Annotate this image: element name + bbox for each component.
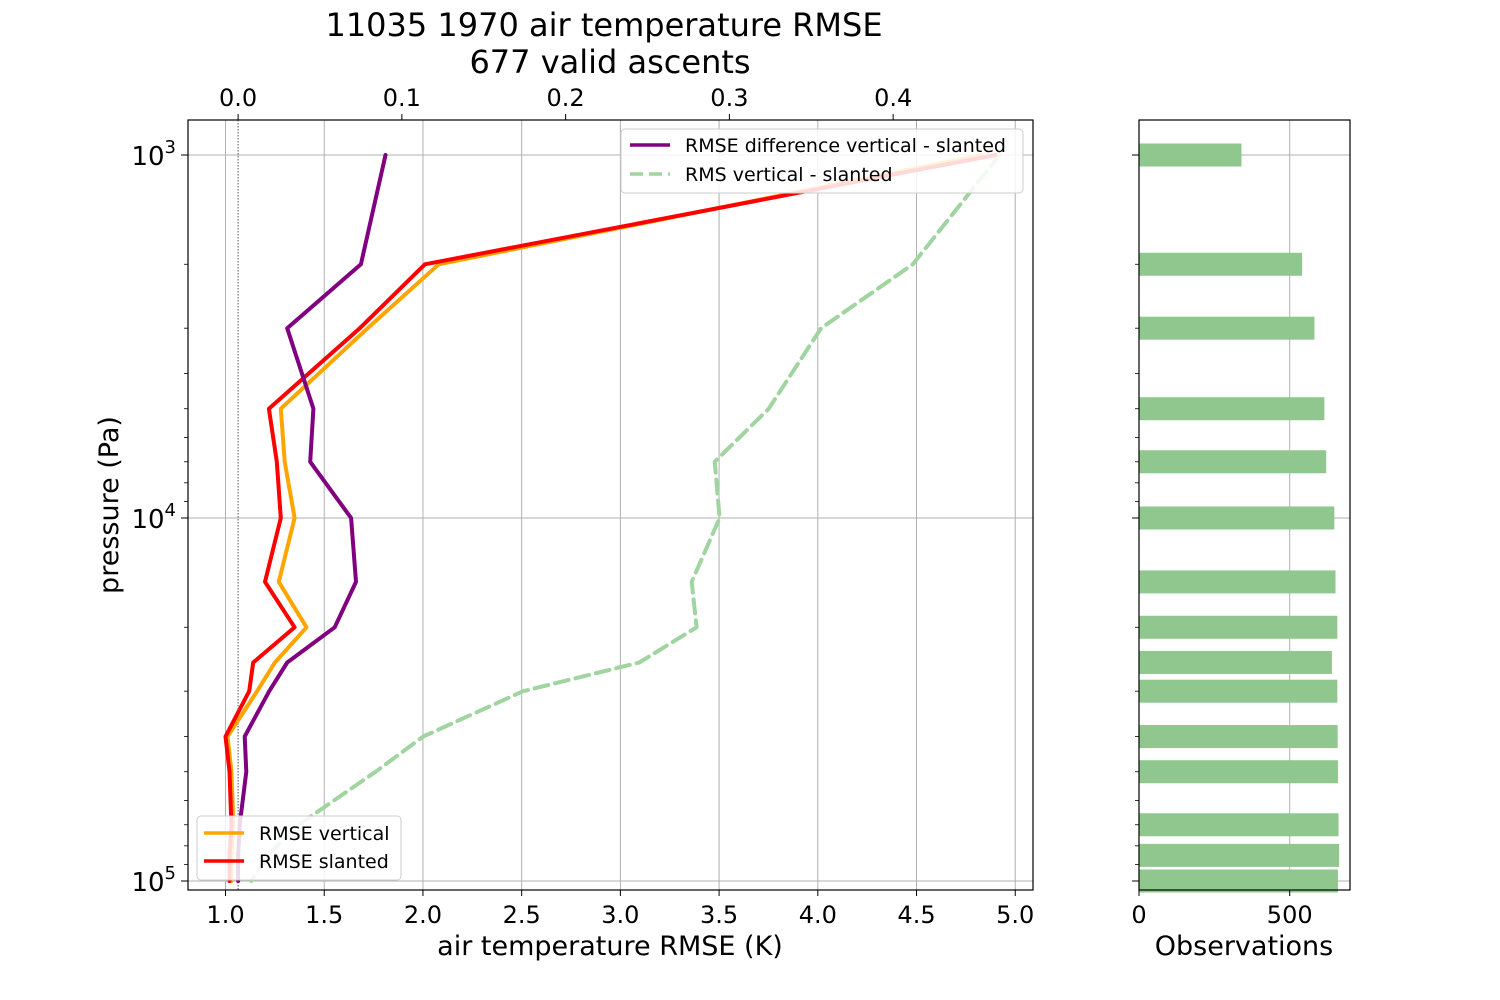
legend-label-vertical: RMSE vertical [259,823,390,845]
x-tick-label: 3.5 [700,901,738,929]
observation-bar [1139,450,1327,474]
observation-bar [1139,397,1325,421]
x-tick-label: 4.0 [799,901,837,929]
legend-lower-left: RMSE vertical RMSE slanted [196,815,402,881]
observations-plot: 0 500 Observations [1131,119,1351,962]
y-tick-label: 103 [131,137,176,172]
x-tick-label: 5.0 [996,901,1034,929]
top-x-tick-label: 0.1 [383,84,421,112]
observation-bar [1139,813,1339,837]
legend-label-slanted: RMSE slanted [259,851,389,873]
legend-upper-right: RMSE difference vertical - slanted RMS v… [620,128,1024,194]
observations-axis-label: Observations [1155,931,1333,962]
observation-bar [1139,506,1335,530]
observation-bar [1139,615,1338,639]
observation-bar [1139,760,1338,784]
legend-lower-left-box [196,815,402,881]
x-tick-label: 4.5 [897,901,935,929]
main-plot-frame [187,119,1034,891]
observation-bar [1139,143,1242,167]
legend-upper-right-box [620,128,1024,194]
legend-label-rms: RMS vertical - slanted [685,164,893,186]
observation-bar [1139,650,1332,674]
observation-bar [1139,679,1338,703]
series-line-rmse-slanted [223,153,998,883]
x-tick-label: 2.0 [404,901,442,929]
observation-bar [1139,843,1340,867]
y-tick-label: 104 [131,500,176,535]
observations-plot-frame [1138,119,1351,891]
series-line-rms-vertical-slanted [249,153,1002,883]
observation-bar [1139,252,1303,276]
main-series [223,153,1002,883]
chart-title: 11035 1970 air temperature RMSE [325,6,882,44]
chart-subtitle: 677 valid ascents [469,43,750,81]
observation-bar [1139,570,1336,594]
observation-bar [1139,316,1315,340]
top-x-tick-label: 0.4 [874,84,912,112]
main-ticks: 1.0 1.5 2.0 2.5 3.0 3.5 4.0 4.5 5.0 0.0 0.1 0.2 0.3 0… [131,84,1034,929]
series-line-rmse-difference-vertical-slanted [236,153,388,883]
observations-ticks: 0 500 [1131,154,1313,929]
x-tick-label: 3.0 [601,901,639,929]
top-x-tick-label: 0.0 [219,84,257,112]
observation-bar [1139,725,1338,749]
y-axis-label: pressure (Pa) [94,416,125,594]
main-grid [188,120,1033,890]
obs-x-tick-label: 500 [1267,901,1313,929]
obs-x-tick-label: 0 [1131,901,1146,929]
top-x-tick-label: 0.2 [547,84,585,112]
top-x-tick-label: 0.3 [710,84,748,112]
legend-label-difference: RMSE difference vertical - slanted [685,135,1006,157]
x-axis-label: air temperature RMSE (K) [437,931,783,962]
x-tick-label: 2.5 [503,901,541,929]
observation-bar [1139,869,1338,893]
y-tick-label: 105 [131,863,176,898]
observations-bars [1139,143,1340,893]
x-tick-label: 1.0 [206,901,244,929]
x-tick-label: 1.5 [305,901,343,929]
main-plot: 1.0 1.5 2.0 2.5 3.0 3.5 4.0 4.5 5.0 0.0 0.1 0.2 0.3 0… [94,84,1034,962]
